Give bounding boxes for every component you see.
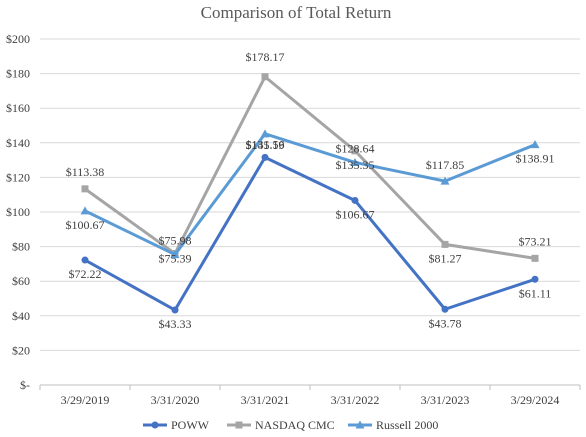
data-point [80, 206, 90, 215]
data-point [261, 73, 269, 81]
data-label: $117.85 [426, 158, 465, 172]
legend-swatch-marker [235, 421, 243, 429]
series-line [84, 155, 536, 312]
data-label: $138.91 [516, 152, 555, 166]
data-label: $75.98 [159, 234, 192, 248]
y-tick-label: $- [20, 378, 30, 392]
series-line [84, 132, 536, 257]
series-layer [80, 73, 540, 314]
series-russell-2000 [80, 129, 540, 259]
legend-swatch-marker [355, 420, 365, 429]
data-point [350, 157, 360, 166]
data-point [531, 254, 539, 262]
y-tick-label: $80 [12, 240, 30, 254]
series-line [84, 75, 536, 260]
data-point [261, 153, 269, 161]
y-tick-label: $60 [12, 274, 30, 288]
y-tick-label: $160 [6, 101, 30, 115]
data-label: $135.35 [336, 158, 375, 172]
data-point [171, 306, 179, 314]
data-point [260, 129, 270, 138]
legend-label: Russell 2000 [376, 418, 438, 432]
data-label: $81.27 [429, 251, 462, 265]
y-tick-label: $40 [12, 309, 30, 323]
legend-item: POWW [143, 418, 210, 432]
data-point [441, 305, 449, 313]
data-label: $145.19 [246, 138, 285, 152]
x-tick-label: 3/29/2019 [61, 393, 110, 407]
data-label: $178.17 [246, 50, 285, 64]
x-tick-label: 3/31/2020 [151, 393, 200, 407]
x-tick-label: 3/31/2022 [331, 393, 380, 407]
data-labels: $72.22 $43.33 $131.56 $106.67 $43.78 $61.11 $1… [66, 50, 555, 331]
x-axis: 3/29/2019 3/31/2020 3/31/2021 3/31/2022 3/31… [39, 384, 581, 407]
data-label: $106.67 [336, 207, 375, 221]
gridlines [40, 38, 580, 386]
y-tick-label: $180 [6, 67, 30, 81]
series-poww [81, 153, 539, 314]
data-label: $43.78 [429, 316, 462, 330]
y-tick-label: $100 [6, 205, 30, 219]
data-point [351, 147, 359, 155]
data-label: $73.21 [519, 234, 552, 248]
data-point [531, 275, 539, 283]
data-point [81, 185, 89, 193]
legend-swatch-marker [151, 421, 159, 429]
data-label: $113.38 [66, 165, 105, 179]
data-point [170, 250, 180, 259]
data-label: $43.33 [159, 317, 192, 331]
legend-item: NASDAQ CMC [227, 418, 335, 432]
y-tick-label: $20 [12, 343, 30, 357]
legend: POWW NASDAQ CMC Russell 2000 [143, 418, 438, 432]
data-label: $131.56 [246, 137, 285, 151]
x-tick-label: 3/31/2023 [421, 393, 470, 407]
data-point [440, 176, 450, 185]
data-label: $75.39 [159, 252, 192, 266]
legend-label: POWW [171, 418, 210, 432]
y-tick-label: $120 [6, 170, 30, 184]
data-label: $72.22 [69, 267, 102, 281]
y-tick-label: $140 [6, 136, 30, 150]
data-label: $100.67 [66, 218, 105, 232]
data-point [351, 196, 359, 204]
y-axis: $- $20 $40 $60 $80 $100 $120 $140 $160 $180 $200 [6, 32, 30, 392]
y-tick-label: $200 [6, 32, 30, 46]
chart-title: Comparison of Total Return [201, 3, 392, 22]
data-point [81, 256, 89, 264]
x-tick-label: 3/31/2021 [241, 393, 290, 407]
legend-item: Russell 2000 [348, 418, 438, 432]
data-label: $61.11 [519, 286, 552, 300]
x-tick-label: 3/29/2024 [511, 393, 560, 407]
data-label: $128.64 [336, 141, 375, 155]
legend-label: NASDAQ CMC [255, 418, 335, 432]
data-point [441, 240, 449, 248]
data-point [530, 140, 540, 149]
series-nasdaq-cmc [81, 73, 539, 262]
